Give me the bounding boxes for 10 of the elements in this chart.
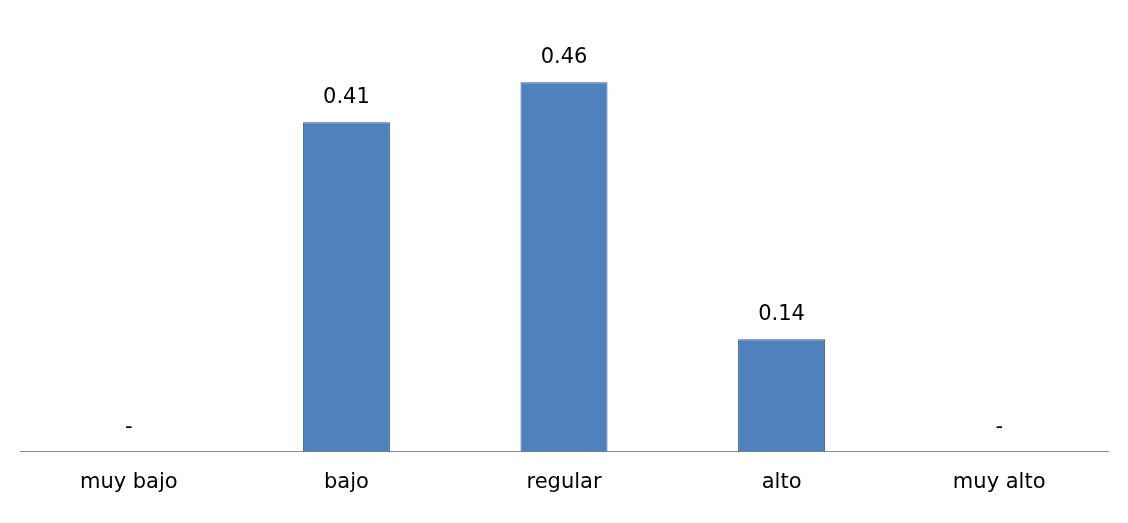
x-tick-label: regular [526,468,602,493]
data-label: - [125,413,133,438]
data-label: 0.46 [540,44,588,69]
x-tick-label: muy alto [952,468,1046,493]
data-label: - [995,413,1003,438]
data-label: 0.41 [323,84,370,109]
x-tick-label: muy bajo [79,468,178,493]
data-label: 0.14 [758,301,805,326]
x-tick-label: bajo [323,468,369,493]
x-tick-label: alto [761,468,802,493]
